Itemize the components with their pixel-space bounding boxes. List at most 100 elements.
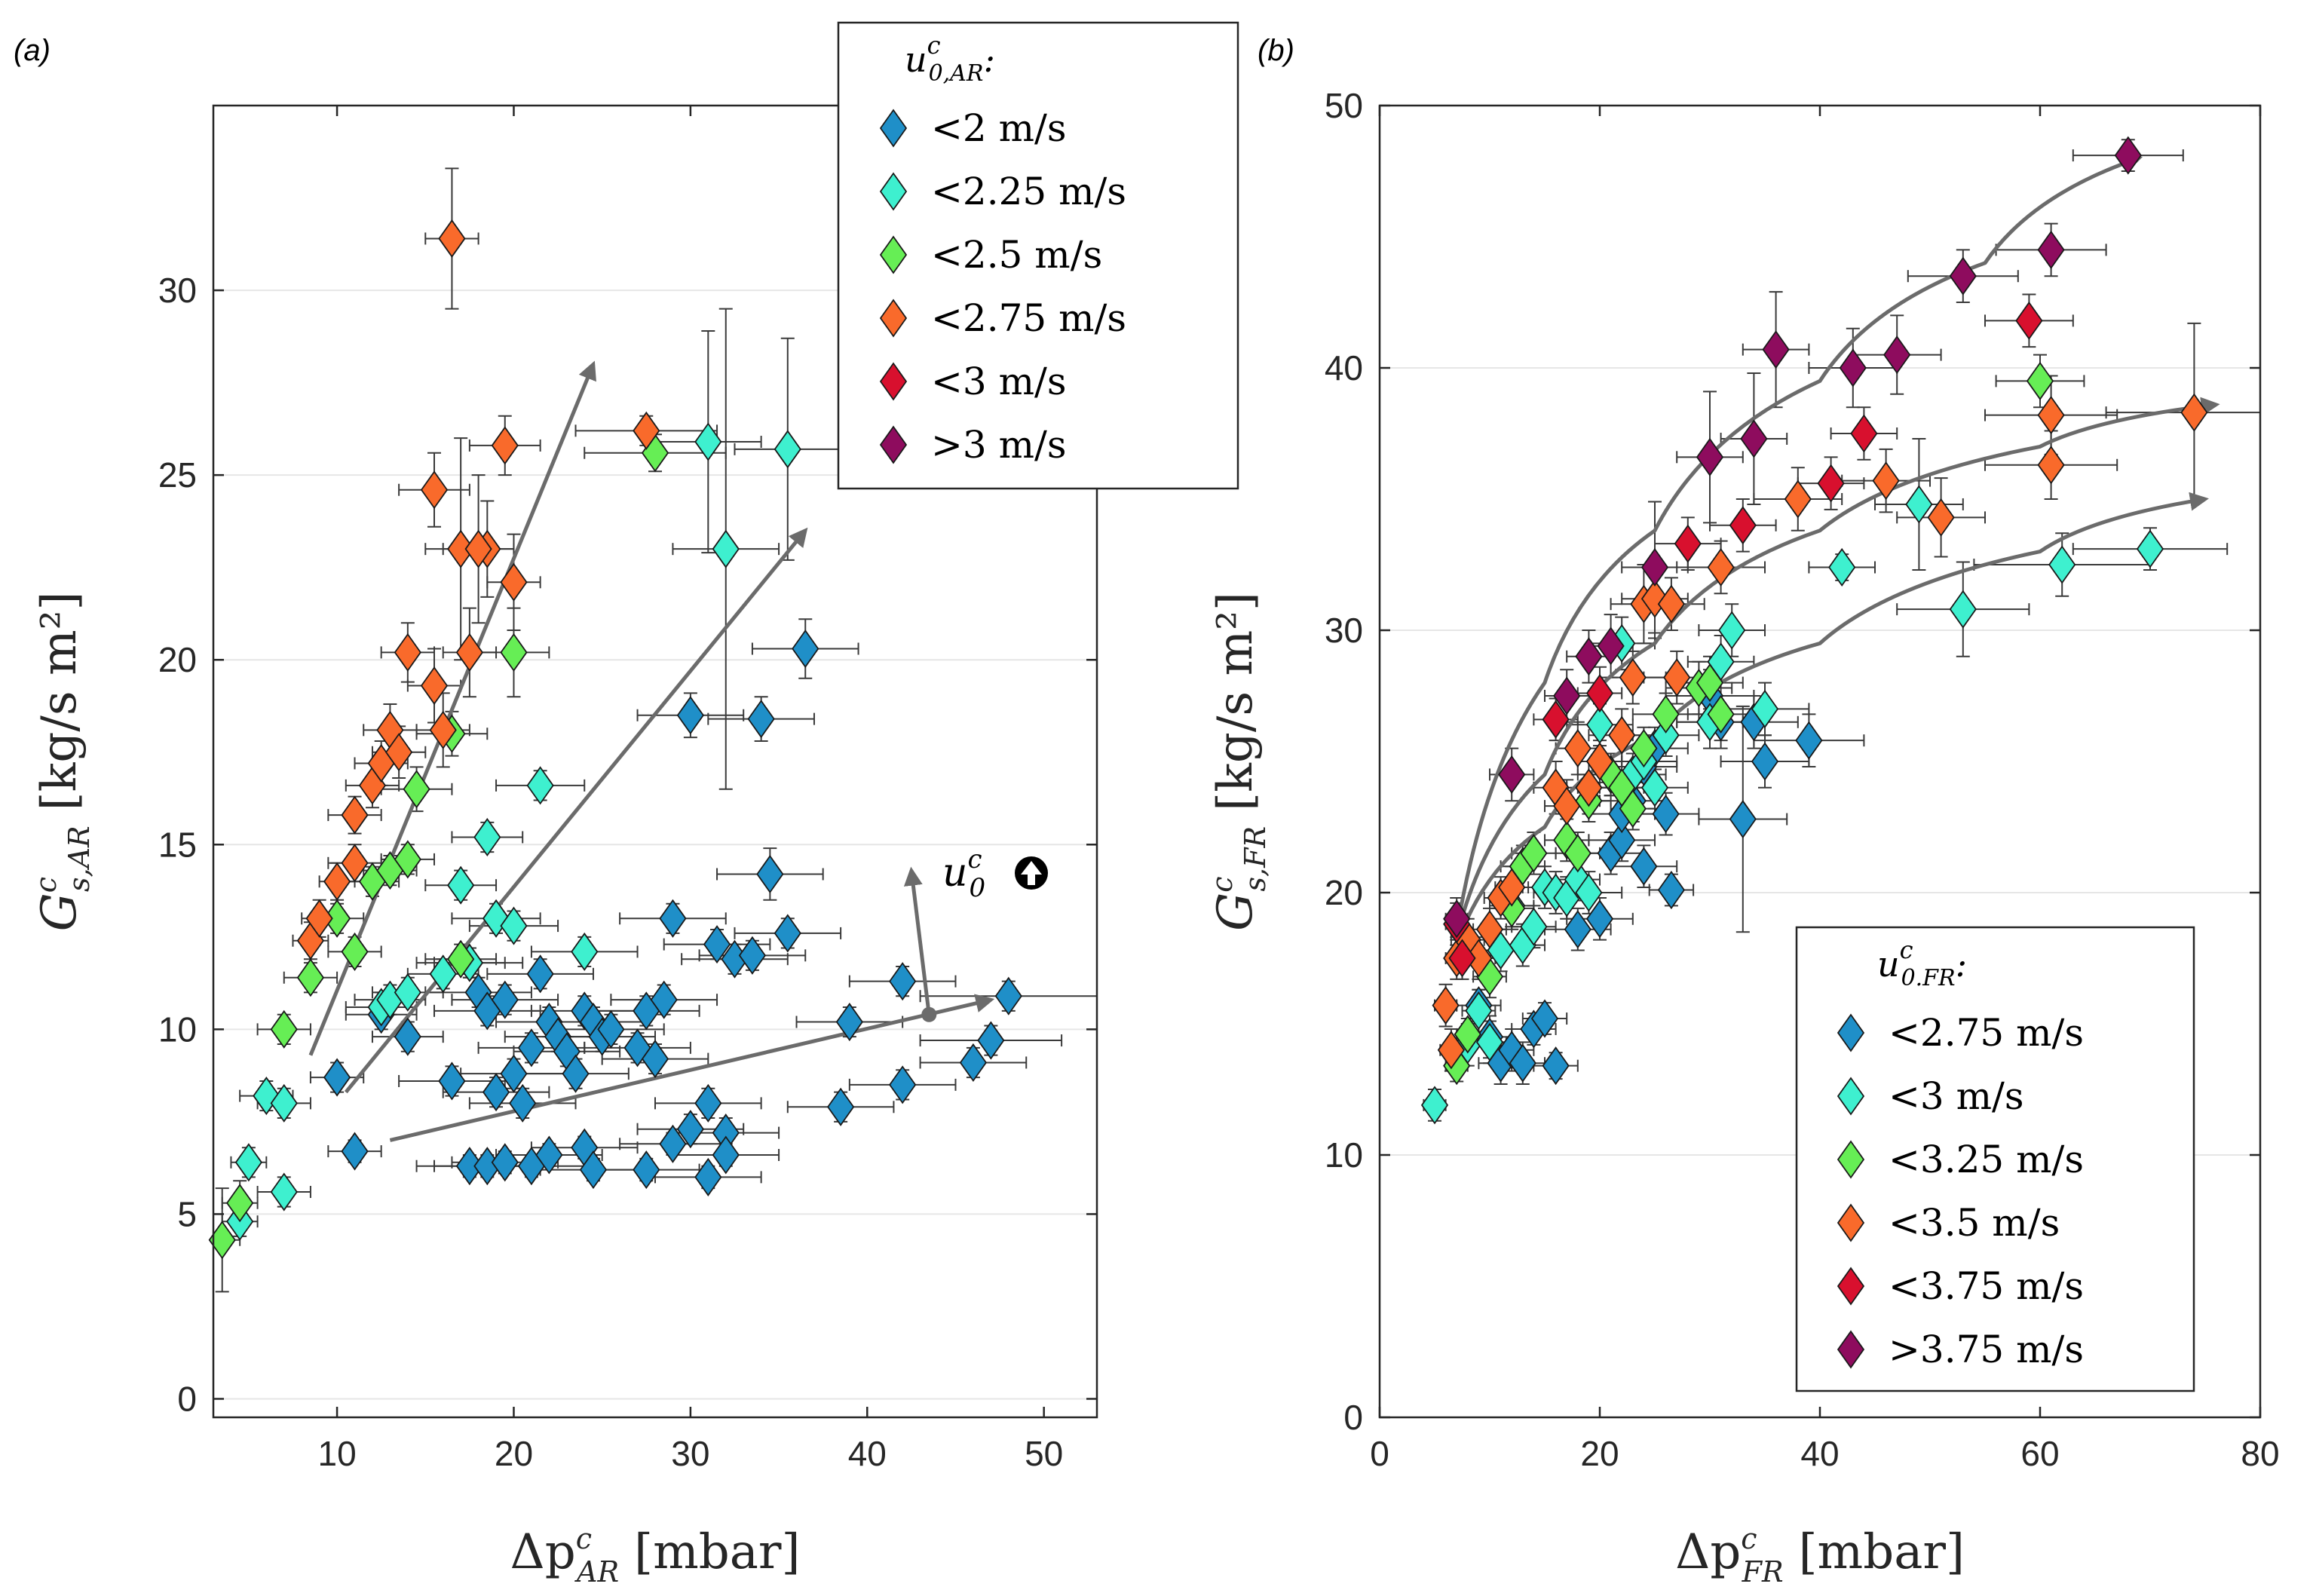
a-legend-marker [879,109,908,148]
a-point-series-2 [296,958,325,997]
a-point-series-1 [526,766,554,805]
a-legend-label: >3 m/s [931,423,1067,467]
a-point-series-1 [571,932,599,971]
b-point-series-4 [1817,464,1845,503]
a-point-series-0 [535,1135,563,1175]
b-point-series-4 [1729,506,1757,545]
a-point-series-2 [447,939,475,979]
a-point-series-0 [562,1054,590,1093]
a-point-series-0 [491,1143,519,1182]
a-legend-label: <2 m/s [931,106,1067,150]
b-point-series-3 [1663,658,1691,697]
b-point-series-0 [1542,1046,1570,1086]
a-point-series-0 [526,954,554,994]
b-point-series-0 [1657,870,1686,910]
b-xtick-label: 80 [2241,1434,2279,1473]
a-point-series-1 [270,1172,298,1212]
a-point-series-0 [738,936,767,975]
a-point-series-2 [226,1184,254,1223]
b-point-series-5 [1949,256,1977,296]
a-point-series-0 [676,1110,704,1149]
a-legend-title: uc 0,AR: [905,31,995,87]
b-point-series-1 [2136,529,2164,568]
b-legend-label: <3.75 m/s [1889,1264,2084,1308]
a-point-series-3 [394,633,421,672]
b-point-series-0 [1652,795,1680,834]
b-point-series-4 [1674,524,1702,563]
a-ytick-label: 10 [158,1009,197,1049]
a-point-series-0 [694,1157,722,1196]
b-point-series-0 [1564,910,1591,949]
b-point-series-5 [1740,419,1768,458]
b-point-series-1 [1652,715,1680,755]
b-point-series-1 [1718,611,1746,650]
b-point-series-3 [2037,446,2065,485]
a-point-series-3 [455,633,483,672]
b-ytick-label: 40 [1325,348,1363,388]
b-point-series-3 [1475,910,1504,949]
b-point-series-4 [1448,939,1476,978]
a-point-series-0 [438,1061,466,1101]
b-point-series-5 [1839,348,1867,388]
b-trend-curve [1454,154,2143,933]
b-legend-label: <2.75 m/s [1889,1011,2084,1055]
panel-b-label: (b) [1258,34,1294,67]
b-y-ticks: 0 10 20 30 40 50 [1325,86,2260,1437]
b-point-series-5 [1762,330,1790,369]
b-legend-title: uc 0.FR: [1877,936,1967,991]
a-point-series-0 [827,1087,855,1126]
b-point-series-2 [1652,694,1680,734]
a-point-series-0 [994,976,1022,1015]
b-point-series-3 [1432,986,1460,1025]
b-ytick-label: 0 [1343,1398,1363,1437]
a-point-series-3 [633,411,660,450]
a-point-series-3 [385,733,413,772]
a-trend-arrow [389,994,995,1142]
b-legend-label: >3.75 m/s [1889,1328,2084,1371]
a-legend-label: <3 m/s [931,360,1067,403]
a-point-series-0 [517,1028,546,1068]
b-legend-marker [1837,1203,1865,1242]
b-point-series-1 [1475,1022,1504,1061]
a-point-series-1 [712,529,740,568]
a-point-series-0 [703,925,731,964]
b-point-series-1 [1520,907,1548,946]
b-ytick-label: 20 [1325,873,1363,912]
up-arrow-glyph [1021,861,1042,885]
b-point-series-3 [1784,479,1812,519]
b-point-series-0 [1729,800,1757,839]
a-point-series-1 [694,422,722,461]
b-point-series-3 [1657,584,1686,623]
a-point-series-0 [676,696,704,735]
a-annotation-label: uc 0 [942,844,985,903]
b-point-series-1 [1905,485,1933,524]
a-ytick-label: 25 [158,455,197,495]
a-x-axis-label: Δpc AR [mbar] [510,1522,801,1588]
a-trend-arrow [903,866,931,1015]
a-xtick-label: 30 [671,1434,709,1473]
a-point-series-1 [394,973,421,1012]
a-point-series-1 [429,954,457,994]
a-point-series-0 [491,980,519,1019]
a-point-series-0 [641,1040,669,1079]
a-data-points [208,219,1022,1260]
b-xtick-label: 40 [1800,1434,1839,1473]
a-point-series-0 [650,980,678,1019]
a-point-series-0 [509,1083,537,1123]
b-legend-marker [1837,1140,1865,1179]
b-point-series-5 [1498,755,1526,794]
b-point-series-5 [1443,899,1471,939]
a-ytick-label: 20 [158,640,197,679]
b-point-series-5 [1696,437,1724,476]
a-point-series-0 [323,1058,351,1097]
a-axes-frame [212,104,1098,1419]
b-legend-items: <2.75 m/s <3 m/s <3.25 m/s <3.5 m/s <3.75 m/… [1837,1011,2084,1371]
b-legend-marker [1837,1077,1865,1116]
a-point-series-1 [447,865,475,905]
b-point-series-3 [1564,729,1591,768]
a-point-series-0 [977,1021,1005,1060]
b-point-series-1 [1420,1086,1449,1125]
b-point-series-4 [2015,301,2043,340]
b-legend-label: <3 m/s [1889,1074,2024,1118]
